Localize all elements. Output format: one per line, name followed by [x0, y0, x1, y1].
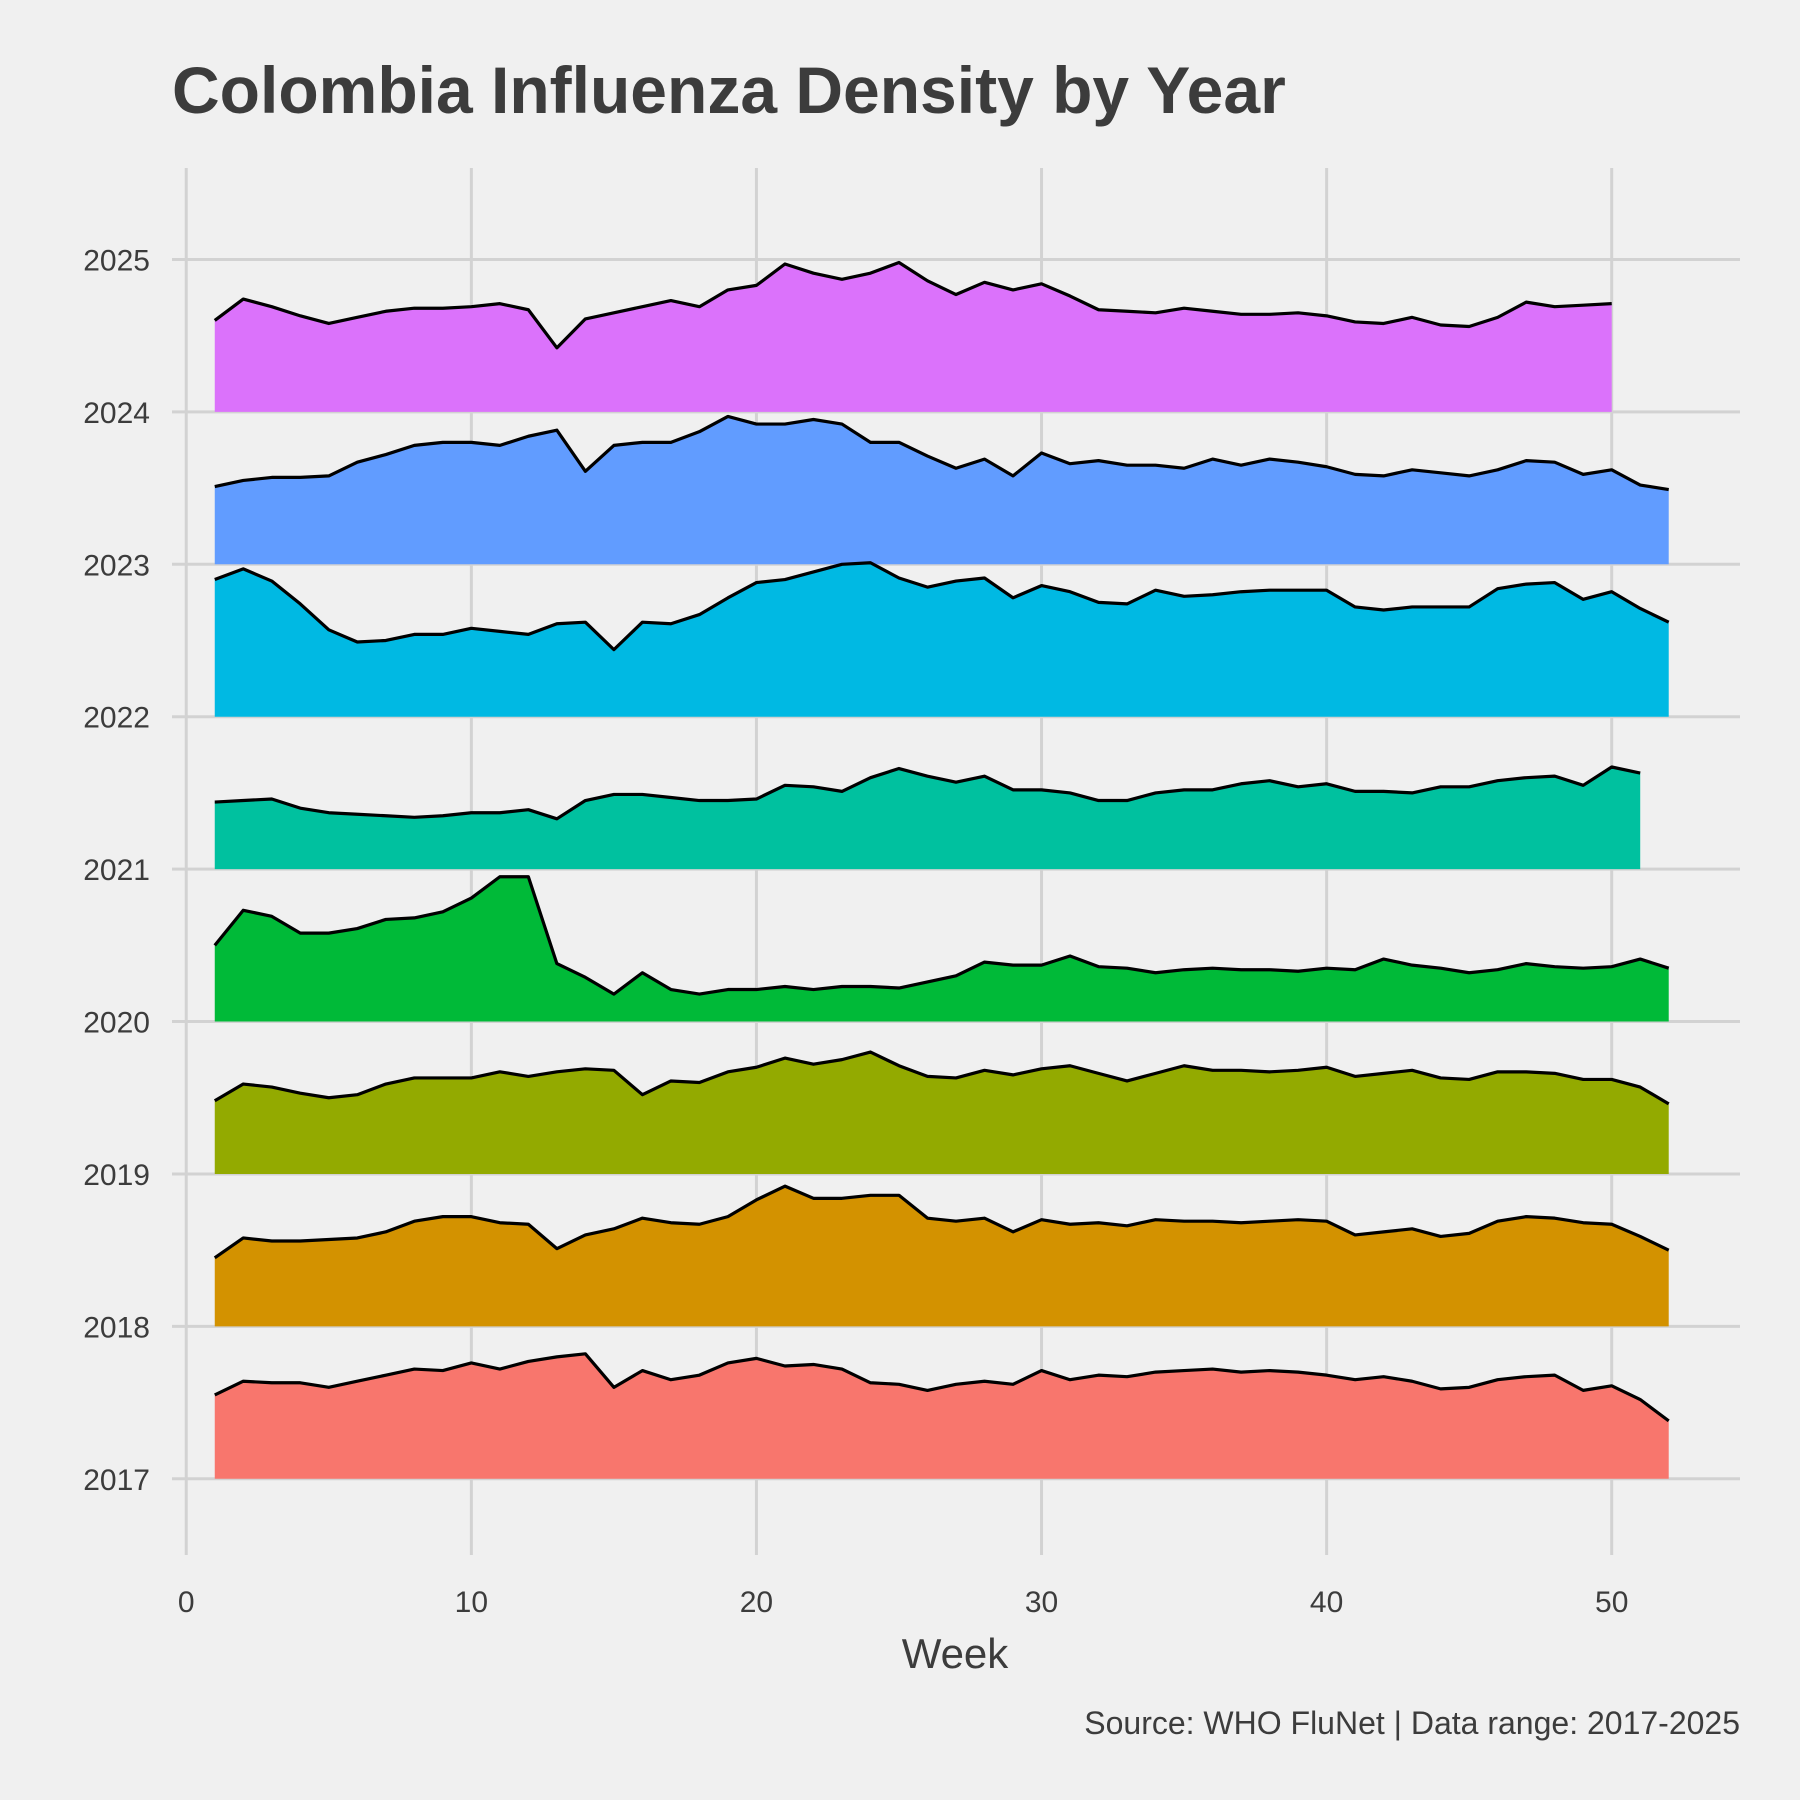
y-tick-label: 2018: [83, 1311, 150, 1344]
y-axis-ticks: 2017 2018 2019 2020 2021 2022 2023 2024 2025: [83, 244, 150, 1496]
y-tick-label: 2020: [83, 1007, 150, 1040]
ridge-line-2019: [213, 1050, 1670, 1106]
x-tick-label: 50: [1595, 1586, 1628, 1619]
ridge-line-2018: [213, 1184, 1670, 1260]
ridge-area-2024: [214, 262, 1612, 412]
y-tick-label: 2017: [83, 1464, 150, 1497]
x-tick-label: 30: [1025, 1586, 1058, 1619]
x-tick-label: 40: [1310, 1586, 1343, 1619]
ridge-area-2020: [214, 876, 1669, 1022]
ridge-line-2022: [214, 561, 1670, 652]
y-tick-label: 2025: [83, 244, 150, 277]
x-axis-title: Week: [902, 1630, 1010, 1677]
ridge-line-2023: [214, 414, 1669, 492]
y-tick-label: 2019: [83, 1159, 150, 1192]
ridge-line-2024: [213, 260, 1612, 350]
x-axis-ticks: 0 10 20 30 40 50: [178, 1586, 1628, 1619]
ridge-area-2017: [214, 1353, 1669, 1479]
ridge-area-2023: [214, 416, 1669, 565]
ridge-area-2022: [214, 562, 1669, 717]
x-tick-label: 0: [178, 1586, 195, 1619]
ridge-area-2019: [214, 1052, 1669, 1174]
x-tick-label: 10: [455, 1586, 488, 1619]
y-tick-label: 2022: [83, 702, 150, 735]
x-tick-label: 20: [740, 1586, 773, 1619]
ridges: [213, 260, 1670, 1479]
y-tick-label: 2021: [83, 854, 150, 887]
ridge-line-2021: [214, 765, 1641, 821]
ridge-line-2017: [214, 1352, 1670, 1423]
ridge-area-2021: [214, 767, 1641, 870]
y-tick-label: 2024: [83, 397, 150, 430]
y-tick-label: 2023: [83, 549, 150, 582]
chart-caption: Source: WHO FluNet | Data range: 2017-20…: [1084, 1705, 1740, 1741]
ridge-line-2020: [213, 875, 1670, 996]
chart-title: Colombia Influenza Density by Year: [172, 53, 1286, 127]
